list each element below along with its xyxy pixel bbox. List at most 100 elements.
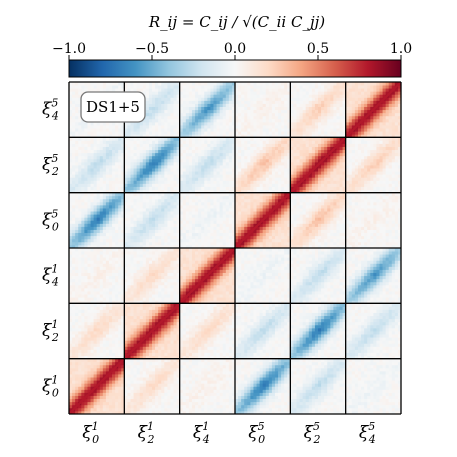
heatmap-cell [281, 352, 285, 356]
heatmap-cell [75, 392, 79, 396]
heatmap-cell [241, 297, 245, 301]
heatmap-cell [69, 374, 73, 378]
heatmap-cell [228, 321, 233, 326]
heatmap-cell [342, 404, 347, 409]
heatmap-cell [78, 287, 82, 292]
heatmap-cell [167, 361, 171, 366]
heatmap-cell [185, 315, 190, 320]
heatmap-cell [287, 312, 291, 317]
heatmap-cell [148, 346, 153, 350]
heatmap-cell [394, 346, 399, 350]
heatmap-cell [142, 407, 147, 412]
heatmap-cell [213, 337, 217, 341]
heatmap-cell [308, 349, 313, 353]
heatmap-cell [376, 340, 380, 344]
heatmap-cell [330, 309, 334, 313]
heatmap-cell [204, 309, 208, 313]
heatmap-cell [130, 266, 134, 270]
heatmap-cell [130, 297, 134, 301]
heatmap-cell [388, 407, 393, 412]
heatmap-cell [296, 352, 300, 356]
heatmap-cell [148, 343, 153, 347]
heatmap-cell [105, 272, 110, 277]
heatmap-cell [155, 395, 159, 400]
heatmap-cell [299, 377, 304, 381]
heatmap-cell [299, 383, 304, 387]
heatmap-cell [293, 410, 297, 414]
heatmap-cell [105, 266, 110, 270]
heatmap-cell [102, 334, 107, 338]
heatmap-cell [274, 303, 279, 307]
heatmap-cell [373, 410, 377, 414]
heatmap-cell [327, 306, 331, 310]
heatmap-cell [397, 370, 401, 375]
heatmap-cell [296, 337, 300, 341]
heatmap-cell [142, 395, 147, 400]
heatmap-cell [90, 278, 94, 283]
heatmap-cell [195, 272, 199, 277]
heatmap-cell [302, 340, 307, 344]
heatmap-cell [311, 334, 316, 338]
heatmap-cell [69, 395, 73, 400]
heatmap-cell [130, 312, 134, 317]
heatmap-cell [367, 340, 371, 344]
heatmap-cell [290, 398, 294, 403]
heatmap-cell [115, 401, 119, 406]
heatmap-cell [167, 349, 171, 353]
heatmap-cell [321, 383, 325, 387]
heatmap-cell [118, 343, 122, 347]
heatmap-cell [201, 251, 205, 255]
heatmap-cell [69, 334, 73, 338]
heatmap-cell [102, 355, 107, 360]
heatmap-cell [176, 401, 181, 406]
heatmap-cell [391, 404, 396, 409]
heatmap-cell [259, 309, 264, 313]
heatmap-cell [201, 260, 205, 264]
heatmap-cell [191, 398, 196, 403]
heatmap-cell [216, 260, 221, 264]
heatmap-cell [152, 254, 156, 258]
heatmap-cell [179, 361, 184, 366]
heatmap-cell [87, 269, 91, 273]
heatmap-cell [78, 257, 82, 261]
heatmap-cell [121, 263, 125, 267]
heatmap-cell [158, 251, 162, 255]
heatmap-cell [256, 312, 260, 317]
heatmap-cell [287, 318, 291, 323]
heatmap-cell [170, 389, 174, 393]
heatmap-cell [127, 312, 131, 317]
heatmap-cell [321, 370, 325, 375]
heatmap-cell [225, 377, 230, 381]
heatmap-cell [96, 392, 101, 396]
heatmap-cell [231, 346, 236, 350]
heatmap-cell [96, 349, 101, 353]
heatmap-cell [330, 358, 334, 363]
heatmap-cell [191, 346, 196, 350]
heatmap-cell [105, 331, 110, 335]
heatmap-cell [281, 380, 285, 384]
heatmap-cell [99, 294, 104, 298]
heatmap-cell [324, 407, 328, 412]
heatmap-cell [75, 401, 79, 406]
heatmap-cell [133, 312, 138, 317]
heatmap-cell [75, 287, 79, 292]
heatmap-cell [201, 404, 205, 409]
heatmap-cell [210, 367, 214, 372]
heatmap-cell [170, 263, 174, 267]
heatmap-cell [139, 404, 144, 409]
heatmap-cell [367, 303, 371, 307]
heatmap-cell [84, 306, 88, 310]
heatmap-cell [72, 303, 76, 307]
heatmap-cell [176, 398, 181, 403]
heatmap-cell [253, 380, 257, 384]
heatmap-cell [382, 407, 387, 412]
heatmap-cell [84, 318, 88, 323]
heatmap-cell [225, 358, 230, 363]
heatmap-cell [274, 364, 279, 369]
heatmap-cell [333, 398, 337, 403]
heatmap-cell [228, 334, 233, 338]
heatmap-cell [90, 383, 94, 387]
heatmap-cell [225, 401, 230, 406]
heatmap-cell [161, 346, 165, 350]
heatmap-cell [207, 300, 211, 304]
